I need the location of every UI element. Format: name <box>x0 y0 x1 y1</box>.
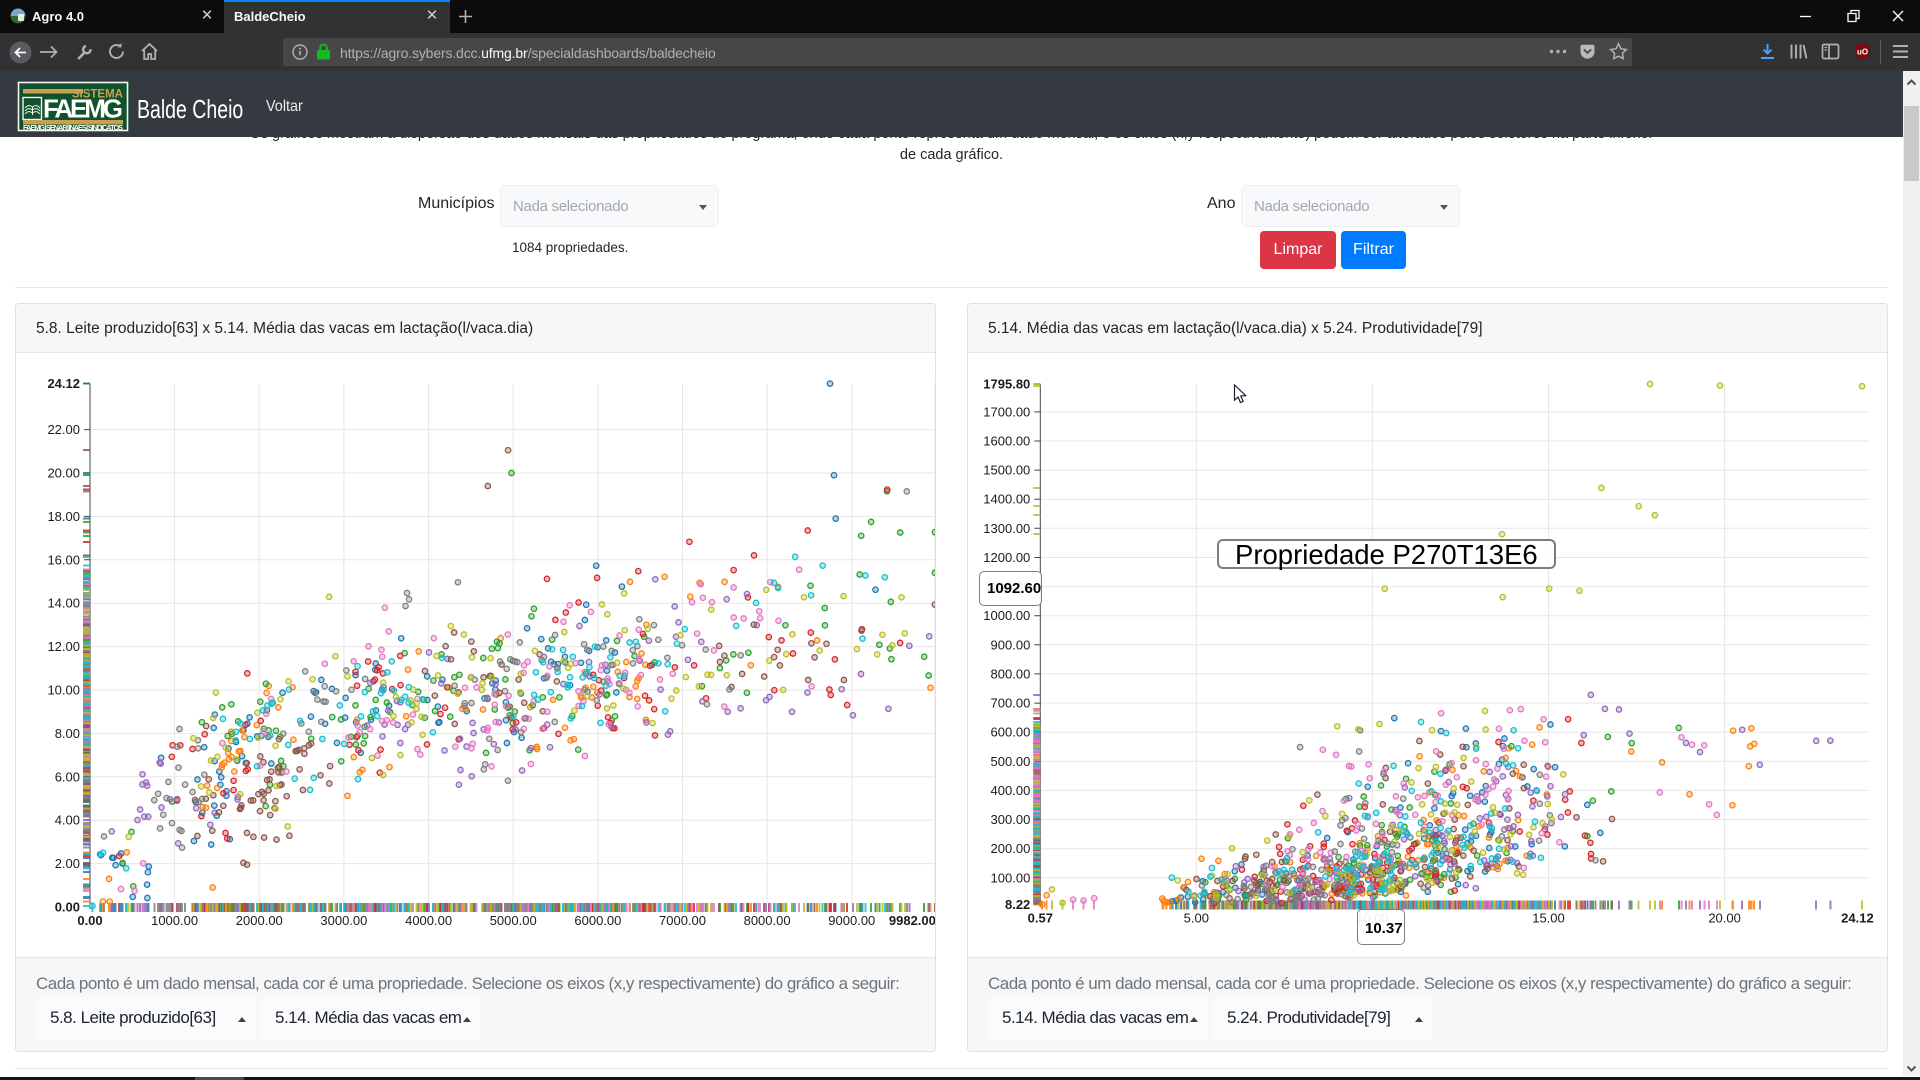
svg-text:4.00: 4.00 <box>55 813 80 828</box>
svg-text:800.00: 800.00 <box>991 666 1031 681</box>
svg-text:0.00: 0.00 <box>77 913 102 928</box>
svg-text:1400.00: 1400.00 <box>983 492 1030 507</box>
svg-text:16.00: 16.00 <box>47 552 80 567</box>
svg-text:24.12: 24.12 <box>47 376 80 391</box>
svg-text:900.00: 900.00 <box>991 637 1031 652</box>
svg-text:5.00: 5.00 <box>1184 911 1209 926</box>
svg-text:500.00: 500.00 <box>991 754 1031 769</box>
svg-text:6000.00: 6000.00 <box>574 913 621 928</box>
svg-text:400.00: 400.00 <box>991 783 1031 798</box>
svg-text:10.00: 10.00 <box>47 683 80 698</box>
svg-text:1700.00: 1700.00 <box>983 404 1030 419</box>
svg-text:20.00: 20.00 <box>1708 911 1741 926</box>
svg-text:FAEMG | SENAR | INAES | SINDIC: FAEMG | SENAR | INAES | SINDICATOS <box>23 123 123 132</box>
svg-text:3000.00: 3000.00 <box>320 913 367 928</box>
svg-text:100.00: 100.00 <box>991 870 1031 885</box>
svg-text:12.00: 12.00 <box>47 639 80 654</box>
svg-text:22.00: 22.00 <box>47 422 80 437</box>
svg-text:20.00: 20.00 <box>47 466 80 481</box>
svg-text:1795.80: 1795.80 <box>983 377 1030 392</box>
svg-text:8000.00: 8000.00 <box>744 913 791 928</box>
svg-text:2000.00: 2000.00 <box>236 913 283 928</box>
svg-text:SISTEMA: SISTEMA <box>72 89 123 101</box>
svg-text:8.00: 8.00 <box>55 726 80 741</box>
svg-text:uO: uO <box>1857 48 1868 57</box>
svg-text:700.00: 700.00 <box>991 696 1031 711</box>
svg-text:300.00: 300.00 <box>991 812 1031 827</box>
svg-text:1600.00: 1600.00 <box>983 434 1030 449</box>
svg-text:2.00: 2.00 <box>55 856 80 871</box>
svg-text:1000.00: 1000.00 <box>983 608 1030 623</box>
svg-text:1300.00: 1300.00 <box>983 521 1030 536</box>
svg-text:9982.00: 9982.00 <box>889 913 935 928</box>
svg-text:15.00: 15.00 <box>1532 911 1565 926</box>
svg-text:4000.00: 4000.00 <box>405 913 452 928</box>
svg-text:0.57: 0.57 <box>1028 911 1053 926</box>
svg-text:7000.00: 7000.00 <box>659 913 706 928</box>
svg-text:14.00: 14.00 <box>47 596 80 611</box>
svg-text:1500.00: 1500.00 <box>983 463 1030 478</box>
svg-text:24.12: 24.12 <box>1841 911 1874 926</box>
svg-text:5000.00: 5000.00 <box>490 913 537 928</box>
svg-text:9000.00: 9000.00 <box>828 913 875 928</box>
svg-text:18.00: 18.00 <box>47 509 80 524</box>
svg-text:1000.00: 1000.00 <box>151 913 198 928</box>
svg-text:FAEMG: FAEMG <box>43 94 123 124</box>
svg-text:600.00: 600.00 <box>991 725 1031 740</box>
svg-text:8.22: 8.22 <box>1005 897 1030 912</box>
svg-text:200.00: 200.00 <box>991 841 1031 856</box>
svg-text:1200.00: 1200.00 <box>983 550 1030 565</box>
svg-text:6.00: 6.00 <box>55 769 80 784</box>
svg-text:0.00: 0.00 <box>55 900 80 915</box>
